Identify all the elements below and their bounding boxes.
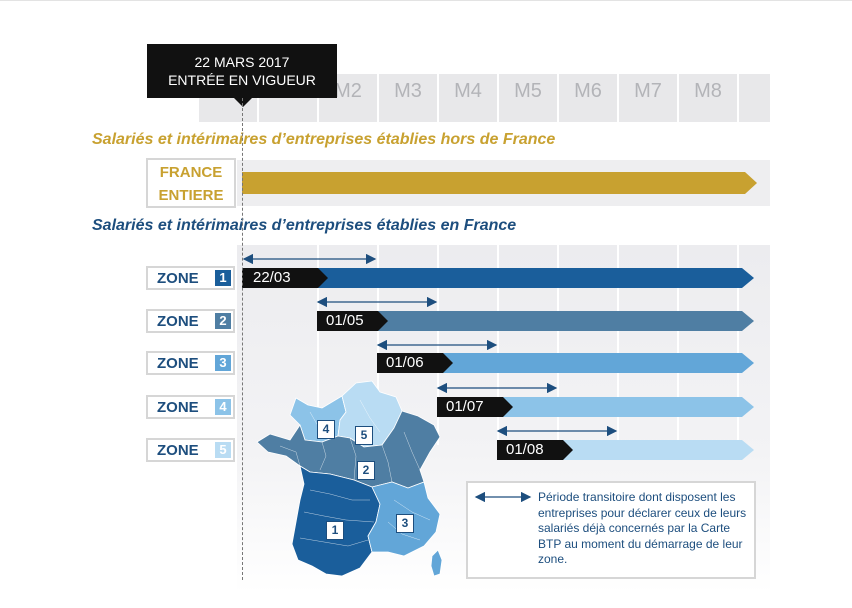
map-label-1: 1: [326, 521, 344, 540]
zone-word: ZONE: [157, 270, 199, 287]
zone-label-1: ZONE 1: [146, 266, 235, 290]
zone-3-bar: [377, 353, 754, 373]
zone-2-bar: [317, 311, 754, 331]
month-cell: M4: [439, 74, 497, 122]
grid-line: [737, 245, 739, 445]
zone-number: 5: [215, 442, 231, 458]
zone-number: 3: [215, 355, 231, 371]
zone-5-start-date: 01/08: [506, 441, 544, 458]
map-corsica: [430, 549, 443, 577]
zone-label-3: ZONE 3: [146, 351, 235, 375]
headline-foreign-companies: Salariés et intérimaires d’entreprises é…: [92, 131, 556, 148]
entry-into-force-callout: 22 MARS 2017 ENTRÉE EN VIGUEUR: [147, 44, 337, 98]
france-zone-map: [256, 380, 443, 577]
zone-word: ZONE: [157, 313, 199, 330]
france-entiere-label: FRANCE ENTIERE: [146, 158, 236, 208]
zone-word: ZONE: [157, 442, 199, 459]
zone-3-start-tag: [377, 353, 453, 373]
zone-label-5: ZONE 5: [146, 438, 235, 462]
callout-caption: ENTRÉE EN VIGUEUR: [168, 72, 316, 88]
month-cell: M8: [679, 74, 737, 122]
zone-4-start-tag: [437, 397, 513, 417]
top-divider: [0, 0, 852, 1]
zone-number: 4: [215, 399, 231, 415]
zone-2-start-tag: [317, 311, 388, 331]
france-entiere-line2: ENTIERE: [158, 187, 224, 204]
zone-word: ZONE: [157, 399, 199, 416]
grid-line: [557, 245, 559, 445]
france-entiere-line1: FRANCE: [159, 164, 223, 181]
legend-box: Période transitoire dont disposent les e…: [466, 481, 756, 579]
zone-4-start-date: 01/07: [446, 398, 484, 415]
zone-word: ZONE: [157, 355, 199, 372]
map-label-3: 3: [396, 514, 414, 533]
map-label-4: 4: [317, 420, 335, 439]
callout-pointer: [233, 97, 253, 107]
zone-number: 1: [215, 270, 231, 286]
entry-into-force-line: [242, 98, 243, 580]
legend-text: Période transitoire dont disposent les e…: [538, 490, 747, 566]
zone-1-start-date: 22/03: [253, 269, 291, 286]
grid-line: [617, 245, 619, 445]
zone-4-bar: [437, 397, 754, 417]
zone-label-2: ZONE 2: [146, 309, 235, 333]
map-label-5: 5: [355, 426, 373, 445]
grid-line: [317, 245, 319, 445]
zone-1-bar: [242, 268, 754, 288]
grid-line: [677, 245, 679, 445]
france-entiere-bar: [242, 172, 757, 194]
legend-arrow-icon: [474, 491, 532, 503]
zone-3-start-date: 01/06: [386, 354, 424, 371]
grid-line: [497, 245, 499, 445]
map-region-lines: [279, 399, 431, 547]
callout-date: 22 MARS 2017: [194, 54, 290, 70]
headline-french-companies: Salariés et intérimaires d’entreprises é…: [92, 217, 517, 234]
zone-number: 2: [215, 313, 231, 329]
zone-label-4: ZONE 4: [146, 395, 235, 419]
zone-5-start-tag: [497, 440, 573, 460]
month-cell: M3: [379, 74, 437, 122]
month-cell: M7: [619, 74, 677, 122]
zone-1-start-tag: [242, 268, 328, 288]
zone-2-start-date: 01/05: [326, 312, 364, 329]
month-cell: M5: [499, 74, 557, 122]
month-cell: M6: [559, 74, 617, 122]
map-label-2: 2: [357, 461, 375, 480]
month-cell-empty: [739, 74, 770, 122]
